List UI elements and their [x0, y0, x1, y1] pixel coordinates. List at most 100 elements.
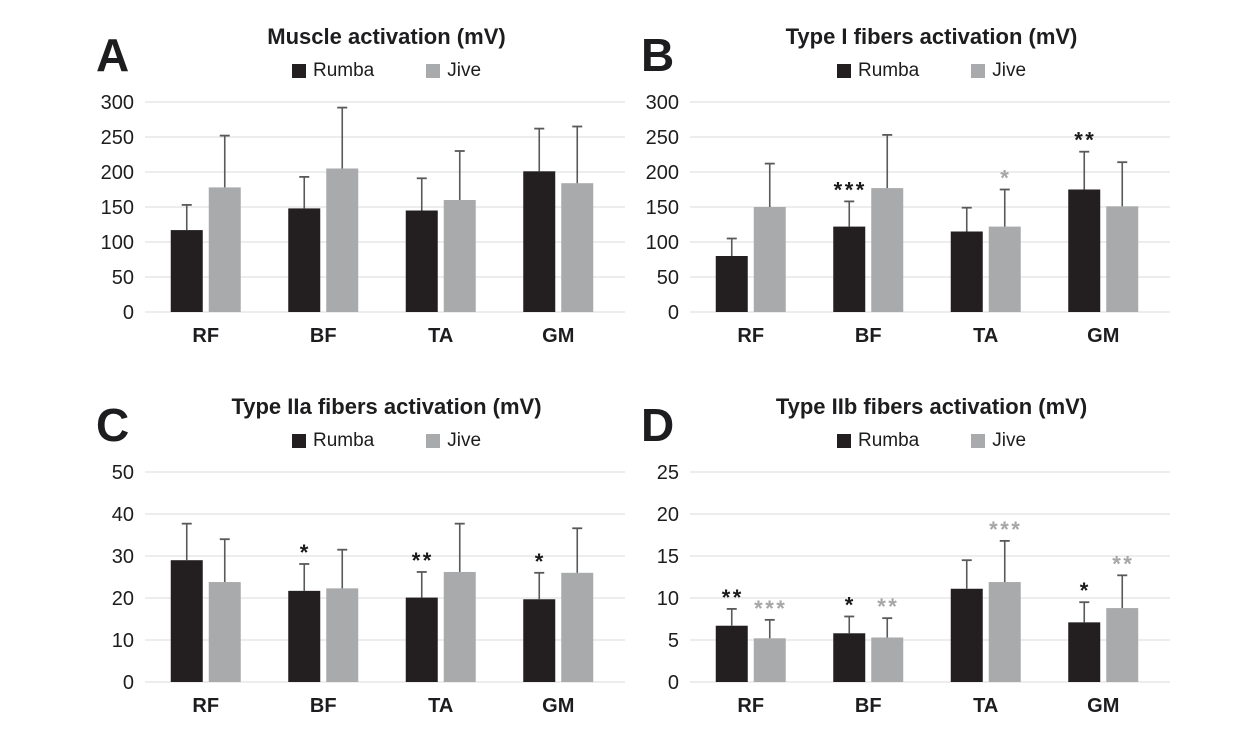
bar-jive-ta: [443, 200, 476, 312]
bar-rumba-bf: [833, 633, 866, 682]
panel-c: C Type IIa fibers activation (mV) Rumba …: [90, 388, 630, 740]
panel-d-legend: Rumba Jive: [690, 430, 1173, 452]
significance-marker: **: [412, 548, 434, 573]
y-tick-label: 30: [112, 546, 134, 568]
significance-marker: *: [1080, 578, 1091, 603]
legend-swatch-rumba: [836, 434, 851, 448]
legend-item-rumba: Rumba: [836, 60, 919, 82]
bar-chart-svg: 0 50 100 150 200 250 300 RF *** BF * TA ** GM: [646, 92, 1170, 347]
y-tick-label: 150: [646, 197, 679, 219]
legend-swatch-jive: [426, 434, 441, 448]
y-tick-label: 5: [668, 630, 679, 652]
y-tick-label: 250: [101, 127, 134, 149]
significance-marker: ***: [834, 177, 867, 202]
legend-item-jive: Jive: [426, 430, 481, 452]
y-tick-label: 300: [101, 92, 134, 114]
x-axis-label-gm: GM: [542, 695, 574, 717]
bar-jive-gm: [561, 572, 594, 682]
significance-marker: **: [722, 585, 744, 610]
legend-swatch-rumba: [836, 64, 851, 78]
panel-a: A Muscle activation (mV) Rumba Jive 0 50 1…: [90, 18, 630, 370]
legend-label-jive: Jive: [992, 430, 1027, 451]
y-tick-label: 10: [657, 588, 679, 610]
bar-rumba-bf: [288, 208, 321, 312]
panel-letter-b: B: [641, 29, 675, 81]
bar-rumba-rf: [170, 230, 203, 312]
bar-jive-ta: [443, 571, 476, 682]
bar-jive-bf: [871, 637, 904, 682]
y-tick-label: 100: [646, 232, 679, 254]
legend-swatch-jive: [971, 434, 986, 448]
bar-rumba-gm: [1068, 189, 1101, 312]
bar-jive-rf: [753, 207, 786, 312]
legend-label-rumba: Rumba: [312, 60, 375, 81]
y-tick-label: 10: [112, 630, 134, 652]
x-axis-label-gm: GM: [1087, 695, 1119, 717]
panel-letter-d: D: [641, 399, 675, 451]
y-tick-label: 150: [101, 197, 134, 219]
significance-marker: *: [300, 540, 311, 565]
significance-marker: ***: [989, 517, 1022, 542]
y-tick-label: 0: [123, 302, 134, 324]
significance-marker: *: [535, 549, 546, 574]
x-axis-label-ta: TA: [973, 695, 998, 717]
significance-marker: **: [1074, 128, 1096, 153]
legend-item-rumba: Rumba: [291, 430, 374, 452]
bar-rumba-bf: [833, 226, 866, 312]
significance-marker: ***: [754, 596, 787, 621]
x-axis-label-bf: BF: [310, 695, 337, 717]
panel-b: B Type I fibers activation (mV) Rumba Ji…: [635, 18, 1175, 370]
bar-jive-rf: [208, 582, 241, 682]
bar-rumba-rf: [715, 625, 748, 682]
legend-item-jive: Jive: [971, 60, 1026, 82]
legend-item-jive: Jive: [426, 60, 481, 82]
panel-a-title: Muscle activation (mV): [267, 24, 506, 49]
x-axis-label-rf: RF: [737, 695, 764, 717]
panel-letter-c: C: [96, 399, 130, 451]
y-tick-label: 20: [112, 588, 134, 610]
y-tick-label: 200: [101, 162, 134, 184]
y-tick-label: 20: [657, 504, 679, 526]
bar-rumba-ta: [950, 588, 983, 682]
bar-jive-bf: [871, 188, 904, 312]
y-tick-label: 300: [646, 92, 679, 114]
panel-b-title: Type I fibers activation (mV): [785, 24, 1078, 49]
panel-b-bar-chart: 0 50 100 150 200 250 300 RF *** BF * TA ** GM: [635, 90, 1175, 366]
bar-jive-rf: [208, 187, 241, 312]
bar-jive-bf: [326, 588, 359, 682]
y-tick-label: 40: [112, 504, 134, 526]
bar-rumba-rf: [170, 560, 203, 682]
bar-jive-ta: [988, 582, 1021, 682]
y-tick-label: 50: [112, 267, 134, 289]
bar-rumba-ta: [950, 231, 983, 312]
y-tick-label: 0: [668, 302, 679, 324]
legend-label-rumba: Rumba: [857, 430, 920, 451]
panel-c-title: Type IIa fibers activation (mV): [231, 394, 542, 419]
y-tick-label: 250: [646, 127, 679, 149]
x-axis-label-gm: GM: [1087, 325, 1119, 347]
y-tick-label: 50: [657, 267, 679, 289]
panel-d: D Type IIb fibers activation (mV) Rumba …: [635, 388, 1175, 740]
x-axis-label-ta: TA: [428, 325, 453, 347]
bar-rumba-bf: [288, 590, 321, 682]
y-tick-label: 50: [112, 462, 134, 484]
bar-rumba-gm: [1068, 622, 1101, 682]
bar-chart-svg: 0 10 20 30 40 50 RF * BF ** TA * GM: [112, 462, 625, 717]
y-tick-label: 0: [668, 672, 679, 694]
x-axis-label-bf: BF: [855, 325, 882, 347]
significance-marker: **: [1112, 551, 1134, 576]
legend-label-jive: Jive: [992, 60, 1027, 81]
significance-marker: *: [1000, 166, 1011, 191]
x-axis-label-rf: RF: [192, 325, 219, 347]
legend-swatch-jive: [426, 64, 441, 78]
legend-label-jive: Jive: [447, 430, 482, 451]
panel-a-legend: Rumba Jive: [145, 60, 628, 82]
x-axis-label-rf: RF: [192, 695, 219, 717]
bar-jive-gm: [1106, 206, 1139, 312]
panel-b-legend: Rumba Jive: [690, 60, 1173, 82]
legend-swatch-rumba: [291, 64, 306, 78]
y-tick-label: 0: [123, 672, 134, 694]
legend-swatch-jive: [971, 64, 986, 78]
